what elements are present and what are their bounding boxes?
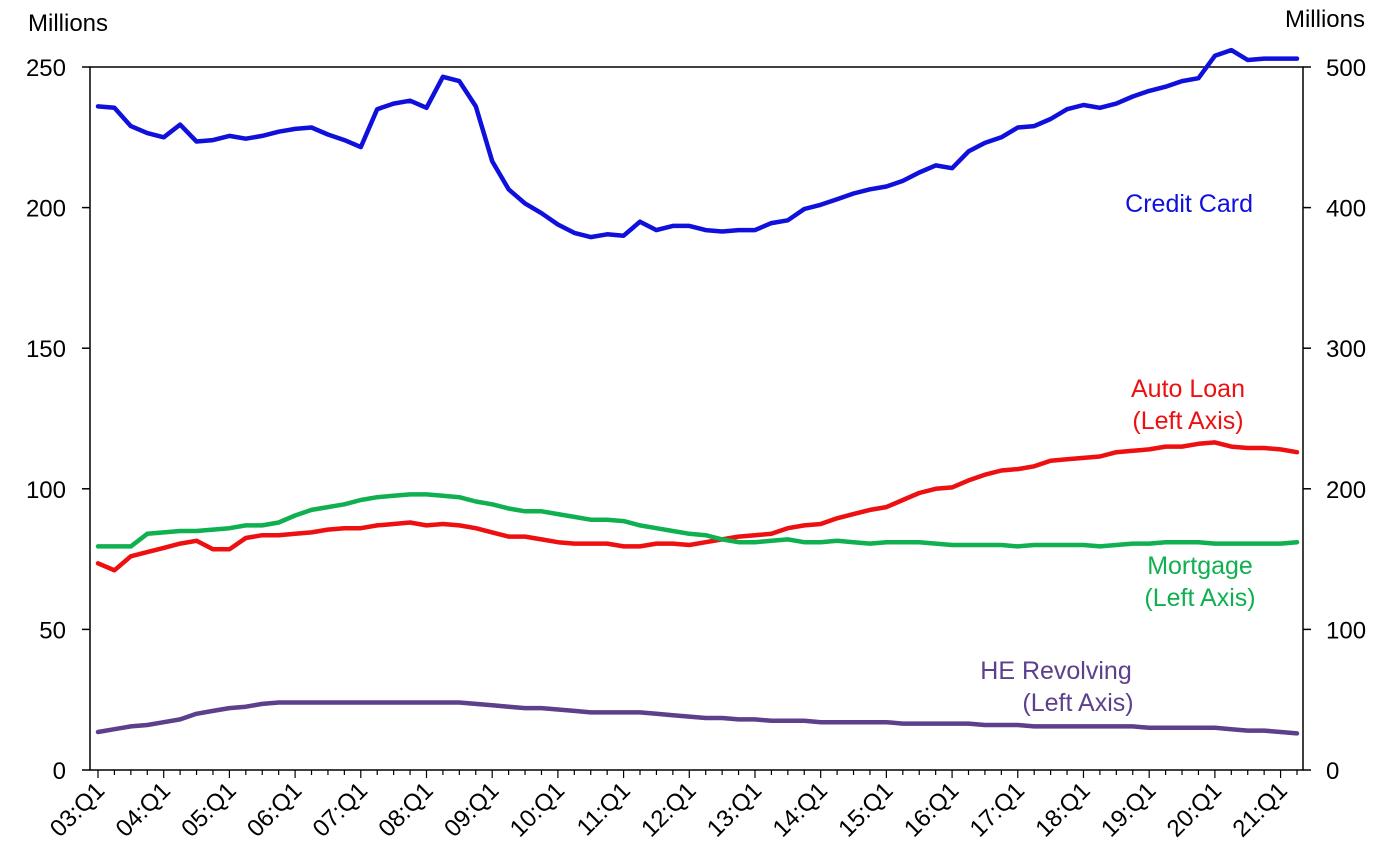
- x-tick-label: 06:Q1: [242, 777, 307, 842]
- x-tick-label: 19:Q1: [1096, 777, 1161, 842]
- right-tick-label: 500: [1326, 55, 1366, 82]
- x-tick-label: 20:Q1: [1162, 777, 1227, 842]
- series-line-he-revolving: [95, 700, 1300, 736]
- right-tick-label: 400: [1326, 196, 1366, 223]
- series-line-credit-card: [95, 47, 1300, 240]
- right-axis: 0 100 200 300 400 500: [1303, 55, 1366, 785]
- x-tick-label: 09:Q1: [439, 777, 504, 842]
- series-line-mortgage: [95, 492, 1300, 549]
- x-tick-label: 13:Q1: [702, 777, 767, 842]
- x-tick-label: 05:Q1: [176, 777, 241, 842]
- x-tick-label: 08:Q1: [373, 777, 438, 842]
- x-axis: 03:Q1 04:Q1 05:Q1 06:Q1 07:Q1 08:Q1 09:Q1 10:Q1…: [45, 770, 1298, 842]
- right-tick-label: 300: [1326, 336, 1366, 363]
- series-label-credit-card: Credit Card: [1125, 190, 1253, 218]
- x-tick-label: 21:Q1: [1227, 777, 1292, 842]
- series-label-he-revolving: HE Revolving: [980, 657, 1131, 685]
- left-tick-label: 150: [26, 336, 66, 363]
- left-axis-label: Millions: [28, 10, 108, 37]
- x-tick-label: 10:Q1: [505, 777, 570, 842]
- left-tick-label: 0: [53, 758, 66, 785]
- series-lines: [95, 47, 1300, 736]
- plot-area-frame: [89, 66, 1304, 771]
- series-label-mortgage: (Left Axis): [1144, 584, 1255, 612]
- right-tick-label: 0: [1326, 758, 1339, 785]
- left-tick-label: 200: [26, 196, 66, 223]
- x-tick-label: 16:Q1: [899, 777, 964, 842]
- left-tick-label: 50: [39, 617, 66, 644]
- x-tick-label: 07:Q1: [308, 777, 373, 842]
- x-tick-label: 15:Q1: [833, 777, 898, 842]
- x-tick-label: 04:Q1: [111, 777, 176, 842]
- series-line-auto-loan: [95, 440, 1300, 573]
- series-label-auto-loan: Auto Loan: [1131, 375, 1245, 403]
- x-tick-label: 18:Q1: [1030, 777, 1095, 842]
- left-tick-label: 100: [26, 477, 66, 504]
- x-tick-label: 11:Q1: [572, 777, 636, 841]
- series-label-mortgage: Mortgage: [1147, 552, 1253, 580]
- x-tick-label: 03:Q1: [45, 777, 110, 842]
- left-axis: 0 50 100 150 200 250: [26, 55, 90, 785]
- x-tick-label: 12:Q1: [636, 777, 701, 842]
- right-tick-label: 100: [1326, 617, 1366, 644]
- right-axis-label: Millions: [1285, 6, 1365, 33]
- x-tick-label: 17:Q1: [965, 777, 1030, 842]
- series-label-he-revolving: (Left Axis): [1022, 689, 1133, 717]
- right-tick-label: 200: [1326, 477, 1366, 504]
- series-labels: Credit Card Auto Loan (Left Axis) Mortgage (…: [980, 190, 1255, 717]
- x-tick-label: 14:Q1: [768, 777, 833, 842]
- series-label-auto-loan: (Left Axis): [1132, 407, 1243, 435]
- left-tick-label: 250: [26, 55, 66, 82]
